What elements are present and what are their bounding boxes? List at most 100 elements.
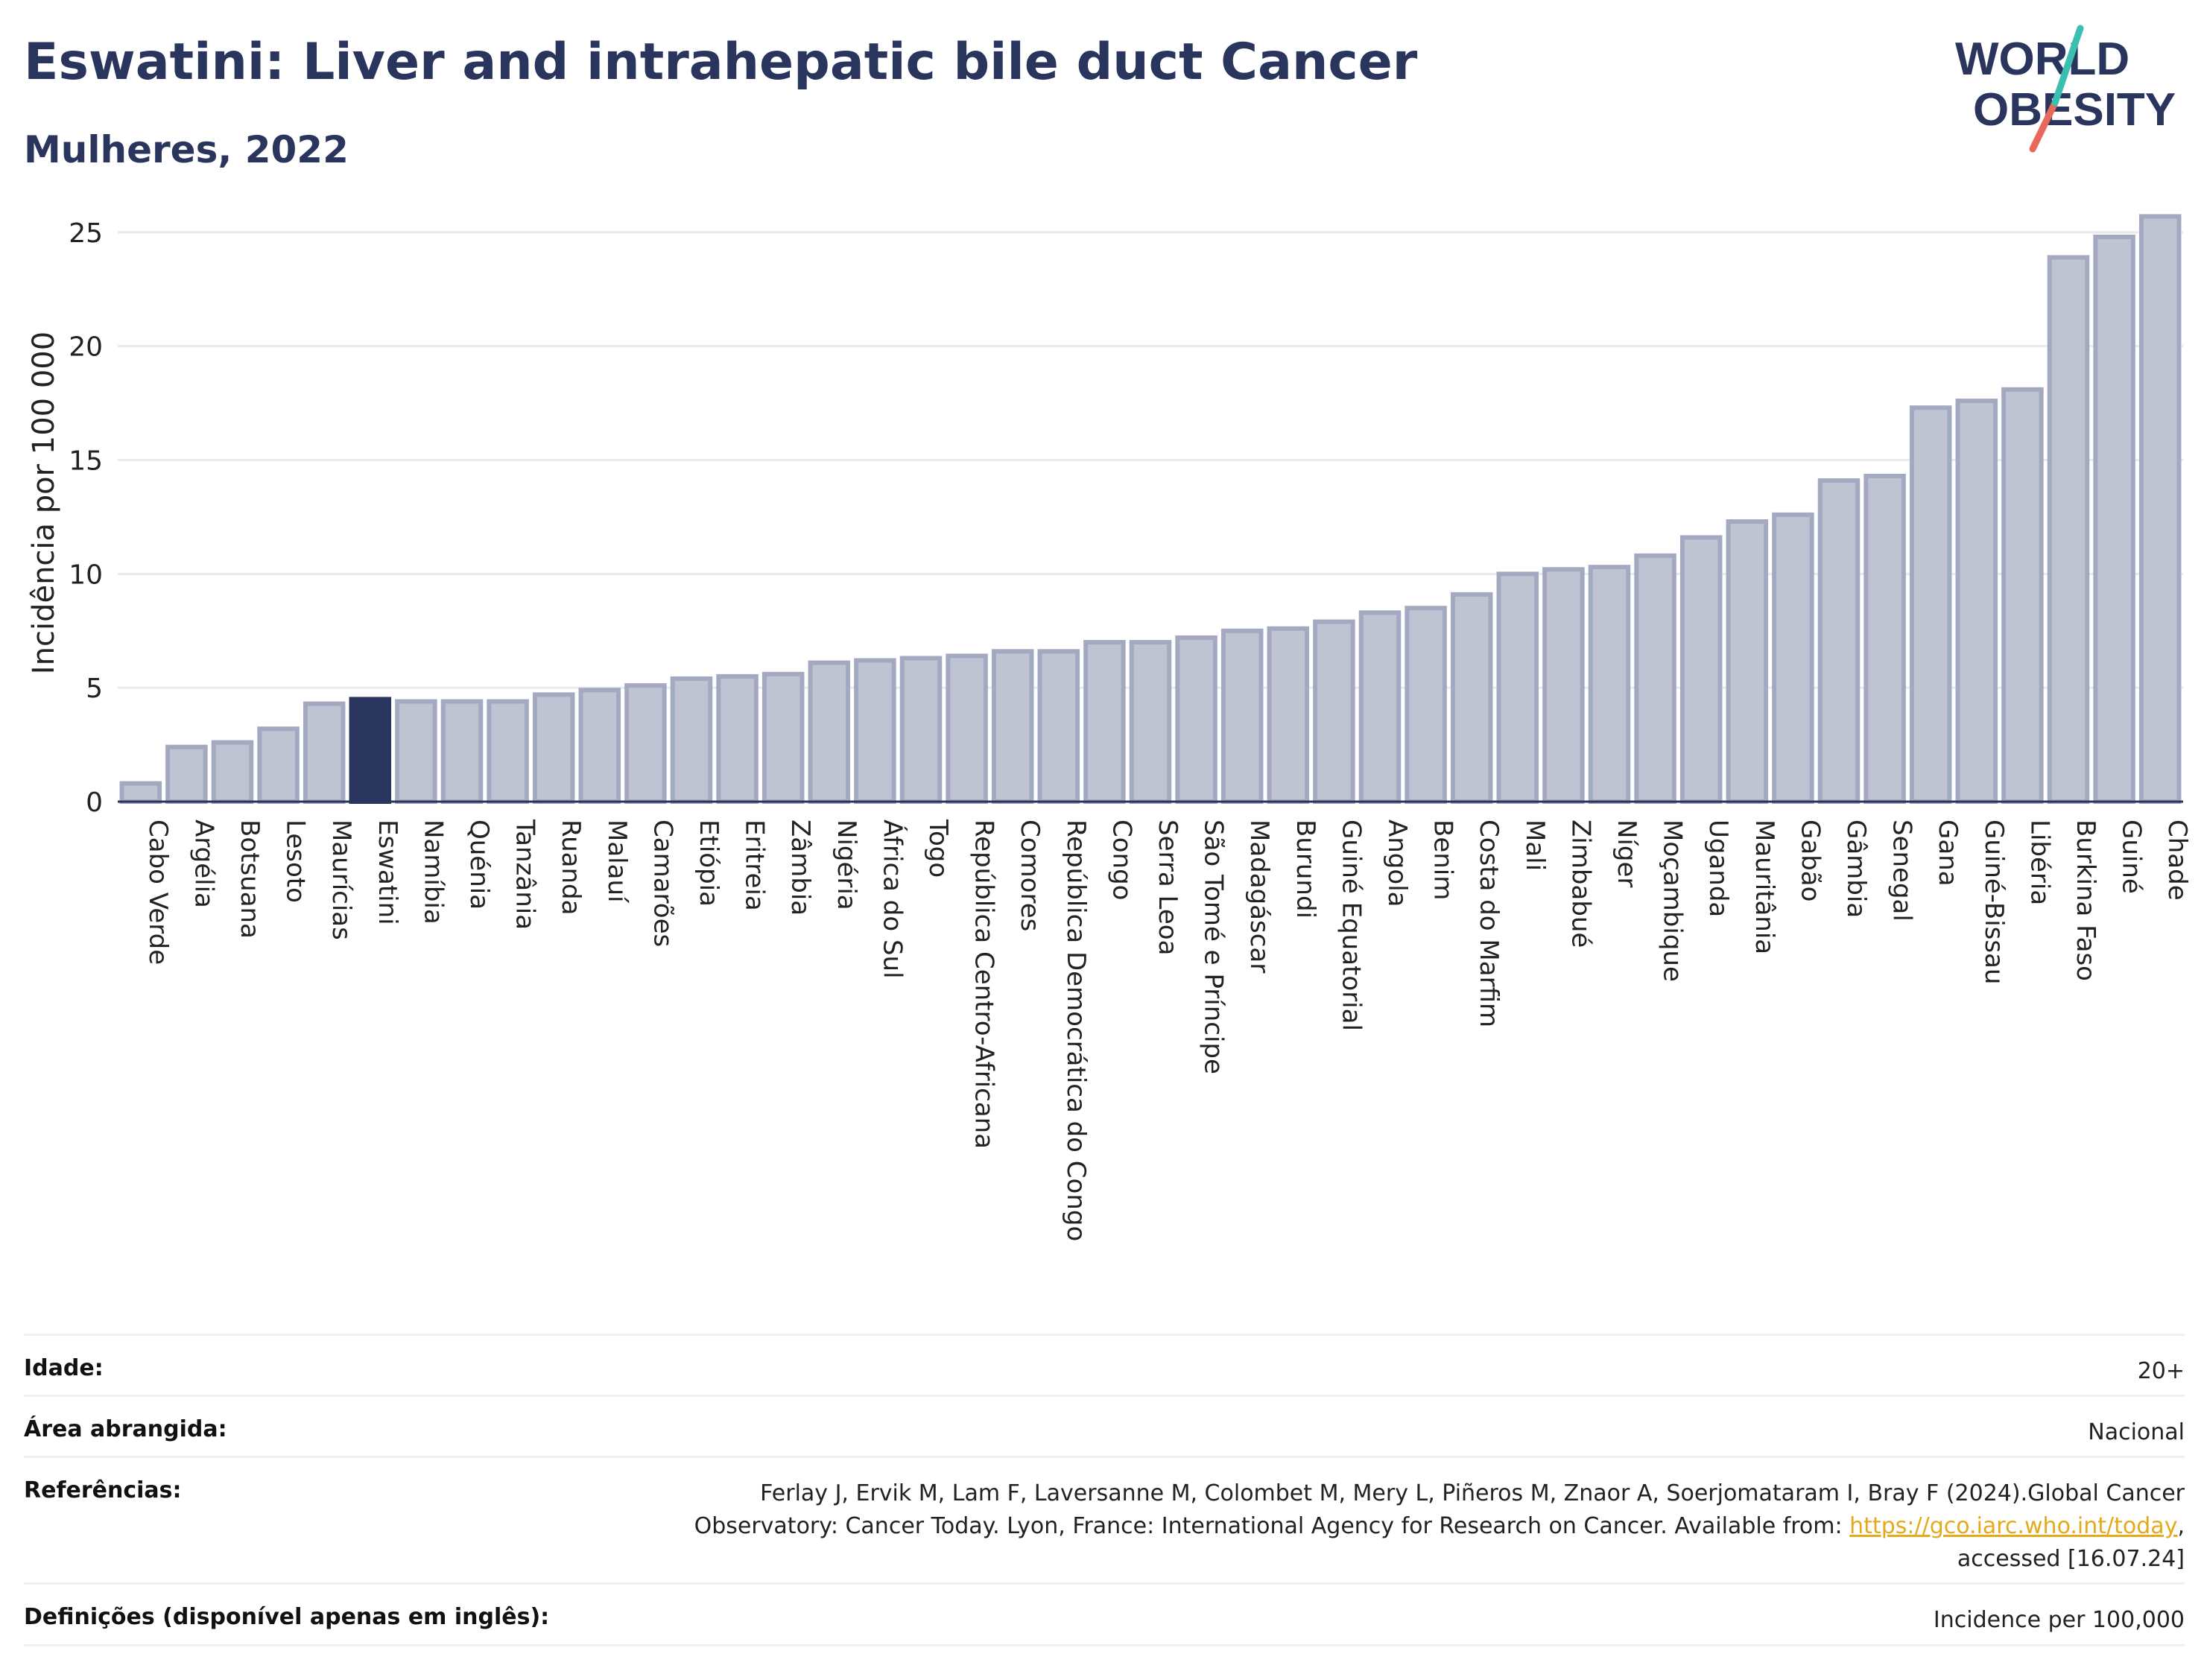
bar (1955, 399, 1998, 804)
y-tick-label: 25 (69, 218, 103, 249)
x-tick-label: Guiné Equatorial (1336, 820, 1366, 1031)
x-tick-label: Botsuana (235, 820, 265, 939)
bar (1405, 606, 1447, 804)
x-tick-label: Zâmbia (785, 820, 815, 916)
info-value-area: Nacional (2088, 1419, 2185, 1445)
bar (624, 683, 667, 805)
bar (2047, 255, 2090, 805)
x-tick-label: Cabo Verde (143, 820, 173, 965)
bar (808, 660, 851, 805)
x-tick-label: Gabão (1795, 820, 1825, 901)
logo-slash-red (2029, 99, 2059, 153)
bar (1358, 610, 1402, 804)
bar (257, 726, 300, 804)
x-tick-label: Benim (1428, 820, 1458, 900)
bar (1634, 553, 1676, 804)
x-tick-label: Togo (923, 819, 953, 878)
x-tick-label: Eswatini (373, 820, 402, 925)
x-tick-label: Serra Leoa (1153, 820, 1182, 955)
x-tick-label: Nigéria (832, 820, 861, 910)
logo-text-obesity: OBESITY (1973, 84, 2176, 136)
bar (1772, 512, 1814, 804)
x-tick-label: Namíbia (418, 820, 448, 925)
x-tick-label: Chade (2162, 820, 2192, 901)
y-tick-label: 20 (69, 332, 103, 363)
info-label-age: Idade: (24, 1355, 104, 1381)
x-tick-label: Zimbabué (1565, 820, 1595, 948)
x-tick-label: Quénia (464, 820, 494, 910)
bar (1496, 571, 1539, 804)
bar (1175, 635, 1217, 804)
x-tick-label: Congo (1106, 820, 1136, 900)
x-tick-label: Burundi (1291, 820, 1320, 919)
references-text: Ferlay J, Ervik M, Lam F, Laversanne M, … (694, 1480, 2185, 1539)
x-tick-label: República Democrática do Congo (1061, 820, 1091, 1241)
bar (1267, 626, 1310, 804)
x-tick-label: Eritreia (740, 820, 770, 911)
bar (1129, 640, 1172, 804)
x-tick-label: Camarões (647, 820, 677, 947)
info-row-definitions: Definições (disponível apenas em inglês)… (24, 1582, 2185, 1646)
bar (1083, 640, 1126, 804)
info-row-age: Idade: 20+ (24, 1334, 2185, 1395)
bar (670, 676, 713, 805)
x-tick-label: África do Sul (877, 820, 908, 979)
x-tick-label: Madagáscar (1244, 820, 1274, 973)
bar (165, 744, 208, 804)
bar (532, 692, 575, 804)
info-value-age: 20+ (2137, 1358, 2185, 1384)
bar (991, 649, 1034, 805)
bar (2093, 234, 2135, 804)
logo-slash-teal (2051, 25, 2084, 107)
bar (395, 699, 437, 805)
bar (946, 653, 988, 805)
bar (1909, 405, 1952, 804)
bar (761, 671, 805, 805)
y-tick-label: 0 (86, 787, 103, 818)
bar (211, 740, 254, 805)
bar-highlight (349, 697, 392, 804)
y-tick-label: 10 (69, 560, 103, 590)
references-accessed: , accessed [16.07.24] (1957, 1513, 2185, 1572)
x-tick-label: São Tomé e Príncipe (1199, 820, 1229, 1074)
bar (303, 701, 346, 804)
info-row-area: Área abrangida: Nacional (24, 1395, 2185, 1456)
y-axis-title: Incidência por 100 000 (27, 332, 61, 674)
x-tick-label: Argélia (189, 820, 218, 908)
x-tick-label: Guiné-Bissau (1979, 820, 2009, 984)
info-label-area: Área abrangida: (24, 1416, 227, 1442)
x-axis-labels: Cabo Verde Argélia Botsuana Lesoto Maurícias… (143, 819, 2192, 1241)
x-tick-label: Etiópia (694, 820, 723, 907)
x-tick-label: Gâmbia (1841, 820, 1871, 918)
bar (1726, 519, 1769, 804)
x-tick-label: Níger (1612, 820, 1641, 887)
bar (716, 673, 759, 804)
bar (119, 781, 162, 804)
bar-chart: 0 5 10 15 20 25 Cabo Verde Argélia Botsuana Leso… (27, 214, 2192, 1241)
y-tick-label: 5 (86, 673, 103, 704)
x-tick-label: Tanzânia (510, 819, 540, 930)
x-tick-label: Libéria (2024, 820, 2054, 905)
bar (899, 656, 943, 804)
bar (1313, 619, 1355, 805)
info-value-references: Ferlay J, Ervik M, Lam F, Laversanne M, … (665, 1458, 2185, 1576)
info-label-references: Referências: (24, 1477, 182, 1503)
x-tick-label: Lesoto (281, 820, 311, 903)
bar (1863, 473, 1906, 804)
bar (2001, 387, 2044, 804)
info-label-definitions: Definições (disponível apenas em inglês)… (24, 1604, 550, 1630)
logo-text-world: WORLD (1955, 34, 2129, 85)
page-title: Eswatini: Liver and intrahepatic bile du… (24, 33, 1418, 92)
x-tick-label: Mali (1520, 820, 1550, 871)
x-tick-label: Ruanda (556, 820, 586, 915)
bar (2138, 214, 2182, 804)
references-link[interactable]: https://gco.iarc.who.int/today (1849, 1513, 2178, 1539)
x-tick-label: Maurícias (326, 820, 356, 940)
x-tick-label: Moçambique (1658, 820, 1688, 982)
x-tick-label: Malauí (602, 820, 632, 904)
bar (1542, 567, 1585, 805)
bar (1679, 535, 1723, 804)
x-tick-label: Uganda (1703, 820, 1733, 917)
bar (1220, 628, 1264, 804)
x-tick-label: Comores (1015, 820, 1045, 931)
